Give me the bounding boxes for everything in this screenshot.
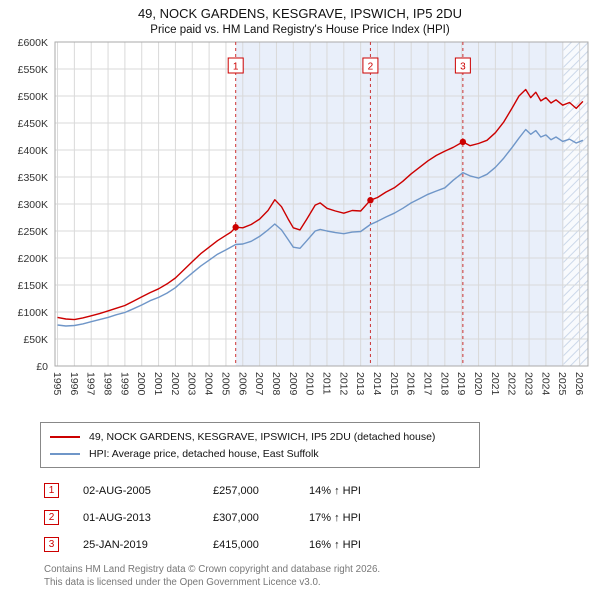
transaction-hpi-delta: 14% ↑ HPI bbox=[309, 484, 361, 497]
x-tick-label: 2013 bbox=[354, 372, 366, 396]
sale-marker-box bbox=[362, 57, 379, 74]
x-tick-label: 2004 bbox=[203, 372, 215, 396]
x-tick-label: 2005 bbox=[219, 372, 231, 396]
x-tick-label: 2014 bbox=[371, 372, 383, 396]
page: 49, NOCK GARDENS, KESGRAVE, IPSWICH, IP5… bbox=[0, 6, 600, 589]
y-tick-label: £400K bbox=[18, 145, 48, 157]
legend-line-property bbox=[50, 435, 80, 438]
y-tick-label: £450K bbox=[18, 118, 48, 130]
price-history-chart: 1 2 3 £0 £50K £100K £150K £200K £250K £300K £350K £… bbox=[18, 37, 589, 396]
x-tick-label: 2012 bbox=[337, 372, 349, 396]
x-tick-label: 2020 bbox=[472, 372, 484, 396]
x-tick-label: 2001 bbox=[152, 372, 164, 396]
x-tick-label: 2011 bbox=[320, 372, 332, 395]
x-tick-label: 2021 bbox=[489, 372, 501, 396]
legend-item-property: 49, NOCK GARDENS, KESGRAVE, IPSWICH, IP5… bbox=[50, 428, 470, 445]
transaction-date: 01-AUG-2013 bbox=[83, 511, 151, 524]
y-tick-label: £550K bbox=[18, 64, 48, 76]
y-tick-label: £100K bbox=[18, 307, 48, 319]
transaction-row: 2 01-AUG-2013 £307,000 17% ↑ HPI bbox=[44, 504, 600, 531]
y-tick-label: £600K bbox=[18, 37, 48, 49]
x-tick-label: 2023 bbox=[523, 372, 535, 396]
x-tick-label: 2017 bbox=[422, 372, 434, 396]
footer-line-1: Contains HM Land Registry data © Crown c… bbox=[44, 564, 381, 575]
series-line-property bbox=[57, 88, 584, 321]
x-tick-label: 2010 bbox=[304, 372, 316, 396]
series-line-hpi bbox=[57, 128, 584, 327]
y-tick-label: £350K bbox=[18, 172, 48, 184]
chart-title: 49, NOCK GARDENS, KESGRAVE, IPSWICH, IP5… bbox=[137, 6, 463, 21]
transaction-price: £415,000 bbox=[213, 538, 259, 551]
sale-marker-box bbox=[454, 57, 471, 74]
sale-point bbox=[459, 138, 467, 146]
plot-border bbox=[54, 41, 589, 367]
transaction-price: £307,000 bbox=[213, 511, 259, 524]
y-tick-label: £500K bbox=[18, 91, 48, 103]
footer-line-2: This data is licensed under the Open Gov… bbox=[44, 576, 321, 588]
transaction-row: 3 25-JAN-2019 £415,000 16% ↑ HPI bbox=[44, 531, 600, 558]
transaction-hpi-delta: 17% ↑ HPI bbox=[309, 511, 361, 524]
legend-line-hpi bbox=[50, 452, 80, 455]
x-tick-label: 2000 bbox=[135, 372, 147, 396]
y-tick-label: £150K bbox=[18, 280, 48, 292]
license-footer: Contains HM Land Registry data © Crown c… bbox=[44, 564, 600, 589]
x-tick-label: 2015 bbox=[388, 372, 400, 396]
transaction-number-badge: 2 bbox=[44, 510, 59, 525]
transaction-price: £257,000 bbox=[213, 484, 259, 497]
x-tick-label: 1996 bbox=[68, 372, 80, 396]
transaction-hpi-delta: 16% ↑ HPI bbox=[309, 538, 361, 551]
x-tick-label: 1997 bbox=[85, 372, 97, 396]
sale-marker-label: 2 bbox=[368, 62, 374, 73]
x-tick-label: 2024 bbox=[539, 372, 551, 396]
transaction-number-badge: 3 bbox=[44, 537, 59, 552]
x-tick-label: 1999 bbox=[118, 372, 130, 396]
x-tick-label: 2006 bbox=[236, 372, 248, 396]
x-tick-label: 2022 bbox=[506, 372, 518, 396]
x-tick-label: 2003 bbox=[186, 372, 198, 396]
transaction-date: 25-JAN-2019 bbox=[83, 538, 148, 551]
y-tick-label: £0 bbox=[36, 361, 48, 373]
sale-point bbox=[367, 197, 374, 204]
x-tick-label: 1995 bbox=[51, 372, 63, 396]
transaction-date: 02-AUG-2005 bbox=[83, 484, 151, 497]
sale-point bbox=[232, 224, 239, 231]
y-tick-label: £250K bbox=[18, 226, 48, 238]
transactions-table: 1 02-AUG-2005 £257,000 14% ↑ HPI 2 01-AU… bbox=[44, 477, 600, 558]
y-tick-label: £50K bbox=[23, 334, 48, 346]
legend: 49, NOCK GARDENS, KESGRAVE, IPSWICH, IP5… bbox=[40, 422, 480, 468]
x-tick-label: 2026 bbox=[573, 372, 585, 396]
sale-marker-label: 1 bbox=[233, 62, 239, 73]
x-tick-label: 2016 bbox=[405, 372, 417, 396]
y-tick-label: £300K bbox=[18, 199, 48, 211]
chart-subtitle: Price paid vs. HM Land Registry's House … bbox=[150, 24, 450, 36]
x-tick-label: 2025 bbox=[556, 372, 568, 396]
legend-label-hpi: HPI: Average price, detached house, East… bbox=[89, 447, 319, 460]
transaction-number-badge: 1 bbox=[44, 483, 59, 498]
legend-label-property: 49, NOCK GARDENS, KESGRAVE, IPSWICH, IP5… bbox=[89, 430, 436, 443]
x-tick-label: 2019 bbox=[455, 372, 467, 396]
x-tick-label: 2002 bbox=[169, 372, 181, 396]
sale-marker-box bbox=[227, 57, 244, 74]
legend-item-hpi: HPI: Average price, detached house, East… bbox=[50, 445, 470, 462]
y-tick-label: £200K bbox=[18, 253, 48, 265]
x-tick-label: 2009 bbox=[287, 372, 299, 396]
x-tick-label: 2018 bbox=[438, 372, 450, 396]
x-tick-label: 2008 bbox=[270, 372, 282, 396]
sale-marker-label: 3 bbox=[460, 62, 466, 73]
transaction-row: 1 02-AUG-2005 £257,000 14% ↑ HPI bbox=[44, 477, 600, 504]
x-tick-label: 2007 bbox=[253, 372, 265, 396]
x-tick-label: 1998 bbox=[102, 372, 114, 396]
